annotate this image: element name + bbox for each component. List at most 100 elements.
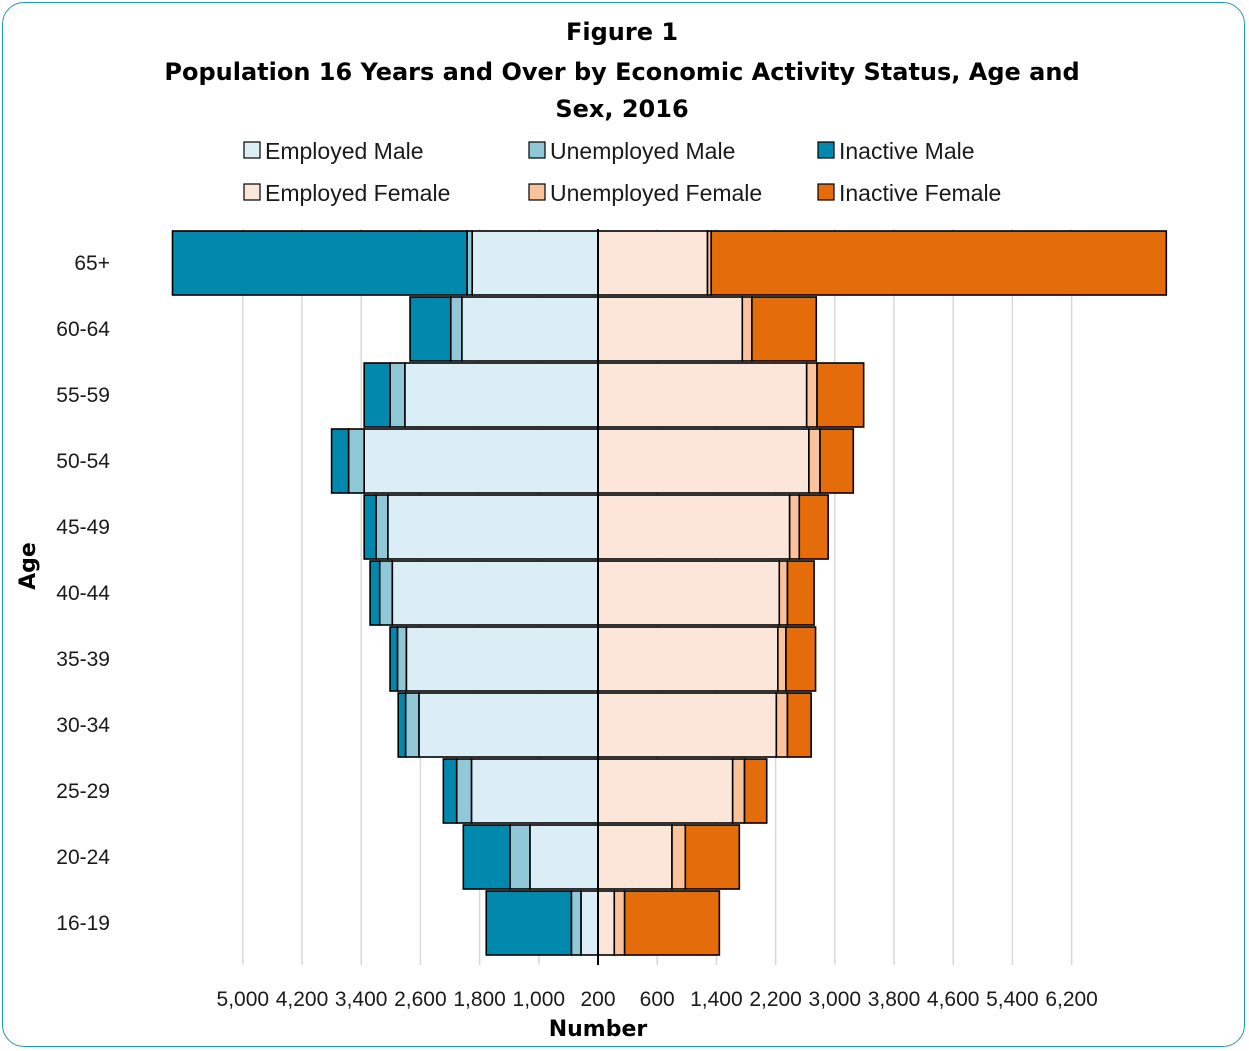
bar-employed-female-60-64 bbox=[597, 296, 744, 362]
bar-unemployed-female-30-34 bbox=[775, 692, 789, 758]
x-tick-label: 200 bbox=[580, 988, 615, 1011]
bar-employed-female-25-29 bbox=[597, 758, 734, 824]
y-tick-label: 35-39 bbox=[56, 648, 110, 671]
bar-inactive-male-60-64 bbox=[409, 296, 452, 362]
bar-unemployed-male-40-44 bbox=[378, 560, 394, 626]
bar-employed-male-60-64 bbox=[461, 296, 599, 362]
legend: Employed Male Unemployed Male Inactive Mal… bbox=[243, 138, 1001, 206]
x-tick-label: 2,600 bbox=[394, 988, 447, 1011]
bars bbox=[171, 230, 1168, 956]
bar-inactive-female-40-44 bbox=[786, 560, 815, 626]
bar-unemployed-male-45-49 bbox=[375, 494, 389, 560]
bar-unemployed-male-60-64 bbox=[449, 296, 463, 362]
bar-employed-male-65+ bbox=[471, 230, 599, 296]
bar-inactive-female-20-24 bbox=[684, 824, 741, 890]
x-tick-label: 1,000 bbox=[513, 988, 566, 1011]
bar-employed-female-50-54 bbox=[597, 428, 810, 494]
legend-swatch bbox=[243, 183, 261, 201]
bar-inactive-male-45-49 bbox=[363, 494, 377, 560]
x-tick-label: 1,800 bbox=[453, 988, 506, 1011]
bar-inactive-female-25-29 bbox=[743, 758, 768, 824]
bar-employed-male-55-59 bbox=[404, 362, 599, 428]
bar-unemployed-male-25-29 bbox=[455, 758, 473, 824]
bar-unemployed-female-35-39 bbox=[777, 626, 787, 692]
chart-title: Figure 1 Population 16 Years and Over by… bbox=[164, 18, 1079, 123]
bar-unemployed-female-45-49 bbox=[788, 494, 801, 560]
bar-employed-male-35-39 bbox=[405, 626, 599, 692]
bar-inactive-male-40-44 bbox=[369, 560, 381, 626]
x-tick-label: 4,600 bbox=[927, 988, 980, 1011]
y-tick-label: 25-29 bbox=[56, 780, 110, 803]
y-axis-tick-labels: 16-19 20-24 25-29 30-34 35-39 40-44 45-49 50-54… bbox=[56, 252, 110, 935]
bar-unemployed-female-55-59 bbox=[805, 362, 818, 428]
bar-inactive-male-50-54 bbox=[330, 428, 350, 494]
bar-inactive-male-35-39 bbox=[389, 626, 399, 692]
y-tick-label: 50-54 bbox=[56, 450, 110, 473]
bar-employed-female-16-19 bbox=[597, 890, 616, 956]
legend-swatch bbox=[817, 141, 835, 159]
x-tick-label: 3,000 bbox=[809, 988, 862, 1011]
bar-unemployed-male-55-59 bbox=[389, 362, 406, 428]
x-axis-title: Number bbox=[549, 1017, 648, 1042]
y-tick-label: 60-64 bbox=[56, 318, 110, 341]
y-tick-label: 55-59 bbox=[56, 384, 110, 407]
y-tick-label: 20-24 bbox=[56, 846, 110, 869]
y-tick-label: 65+ bbox=[74, 252, 110, 275]
bar-inactive-male-20-24 bbox=[462, 824, 511, 890]
bar-unemployed-female-40-44 bbox=[778, 560, 789, 626]
y-tick-label: 45-49 bbox=[56, 516, 110, 539]
bar-inactive-female-65+ bbox=[710, 230, 1168, 296]
bar-employed-male-45-49 bbox=[387, 494, 599, 560]
bar-unemployed-male-30-34 bbox=[404, 692, 420, 758]
legend-swatch bbox=[817, 183, 835, 201]
bar-inactive-female-30-34 bbox=[786, 692, 812, 758]
x-axis-tick-labels: 5,000 4,200 3,400 2,600 1,800 1,000 200 600 1,40… bbox=[217, 988, 1098, 1011]
legend-label: Unemployed Male bbox=[550, 138, 735, 164]
y-tick-label: 16-19 bbox=[56, 912, 110, 935]
x-tick-label: 1,400 bbox=[690, 988, 743, 1011]
title-line-2: Population 16 Years and Over by Economic… bbox=[164, 58, 1079, 86]
title-line-1: Figure 1 bbox=[566, 18, 678, 46]
y-tick-label: 40-44 bbox=[56, 582, 110, 605]
bar-unemployed-female-16-19 bbox=[613, 890, 626, 956]
bar-employed-male-20-24 bbox=[529, 824, 599, 890]
bar-inactive-male-16-19 bbox=[485, 890, 573, 956]
bar-employed-female-65+ bbox=[597, 230, 709, 296]
bar-employed-male-16-19 bbox=[580, 890, 599, 956]
bar-employed-female-45-49 bbox=[597, 494, 791, 560]
bar-unemployed-male-20-24 bbox=[509, 824, 531, 890]
bar-employed-female-40-44 bbox=[597, 560, 781, 626]
bar-employed-female-35-39 bbox=[597, 626, 779, 692]
bar-inactive-female-35-39 bbox=[785, 626, 817, 692]
bar-inactive-male-55-59 bbox=[363, 362, 391, 428]
bar-unemployed-female-50-54 bbox=[808, 428, 821, 494]
bar-unemployed-male-35-39 bbox=[396, 626, 408, 692]
bar-employed-female-20-24 bbox=[597, 824, 673, 890]
bar-employed-female-55-59 bbox=[597, 362, 808, 428]
title-line-3: Sex, 2016 bbox=[555, 95, 688, 123]
bar-employed-female-30-34 bbox=[597, 692, 778, 758]
bar-inactive-female-55-59 bbox=[816, 362, 865, 428]
bar-employed-male-30-34 bbox=[418, 692, 599, 758]
x-tick-label: 5,000 bbox=[217, 988, 270, 1011]
bar-employed-male-50-54 bbox=[363, 428, 599, 494]
y-tick-label: 30-34 bbox=[56, 714, 110, 737]
bar-inactive-female-50-54 bbox=[819, 428, 855, 494]
y-axis-title: Age bbox=[16, 542, 41, 590]
legend-label: Inactive Male bbox=[839, 138, 975, 164]
bar-unemployed-male-16-19 bbox=[570, 890, 582, 956]
bar-unemployed-male-50-54 bbox=[347, 428, 365, 494]
x-tick-label: 5,400 bbox=[986, 988, 1039, 1011]
legend-label: Employed Female bbox=[265, 180, 450, 206]
x-tick-label: 600 bbox=[640, 988, 675, 1011]
bar-inactive-female-45-49 bbox=[798, 494, 829, 560]
legend-label: Inactive Female bbox=[839, 180, 1001, 206]
legend-label: Unemployed Female bbox=[550, 180, 762, 206]
bar-unemployed-female-20-24 bbox=[671, 824, 687, 890]
legend-swatch bbox=[528, 183, 546, 201]
bar-inactive-male-25-29 bbox=[442, 758, 458, 824]
legend-label: Employed Male bbox=[265, 138, 424, 164]
bar-unemployed-female-25-29 bbox=[731, 758, 746, 824]
bar-unemployed-female-60-64 bbox=[741, 296, 753, 362]
